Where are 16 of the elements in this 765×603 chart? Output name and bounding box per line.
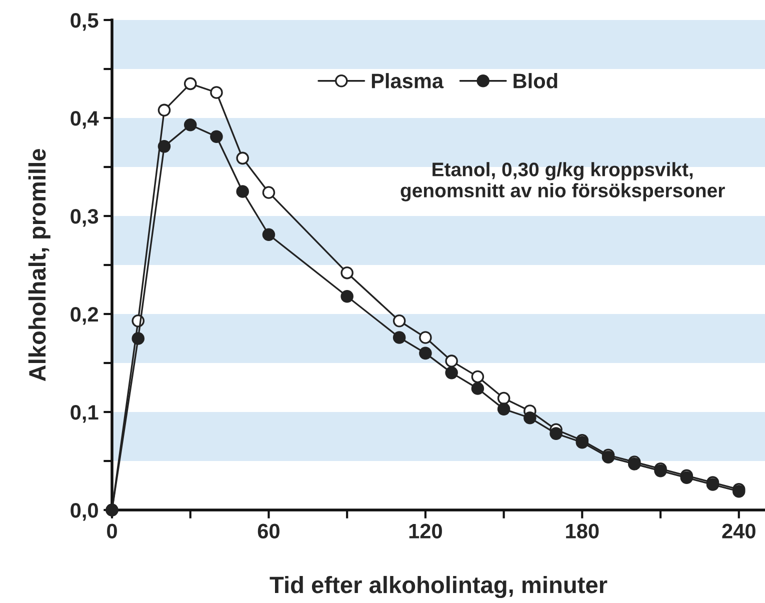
legend-label: Blod [514, 73, 558, 88]
x-tick-label: 120 [409, 524, 442, 538]
y-tick-label: 0,1 [70, 405, 98, 423]
x-tick-label: 240 [722, 524, 756, 538]
x-tick-label: 0 [107, 524, 117, 538]
x-tick-label: 60 [258, 524, 280, 538]
y-tick-label: 0,0 [70, 503, 98, 521]
legend-label: Plasma [372, 73, 444, 88]
y-tick-label: 0,3 [70, 209, 98, 227]
y-tick-label: 0,4 [70, 111, 99, 129]
x-axis-title: Tid efter alkoholintag, minuter [270, 576, 608, 598]
y-axis-title: Alkoholhalt, promille [28, 149, 50, 382]
y-tick-label: 0,5 [70, 13, 98, 31]
y-tick-label: 0,2 [70, 307, 98, 325]
x-tick-label: 180 [566, 524, 599, 538]
annotation: Etanol, 0,30 g/kg kroppsvikt, genomsnitt av nio försökspersoner [400, 162, 725, 202]
